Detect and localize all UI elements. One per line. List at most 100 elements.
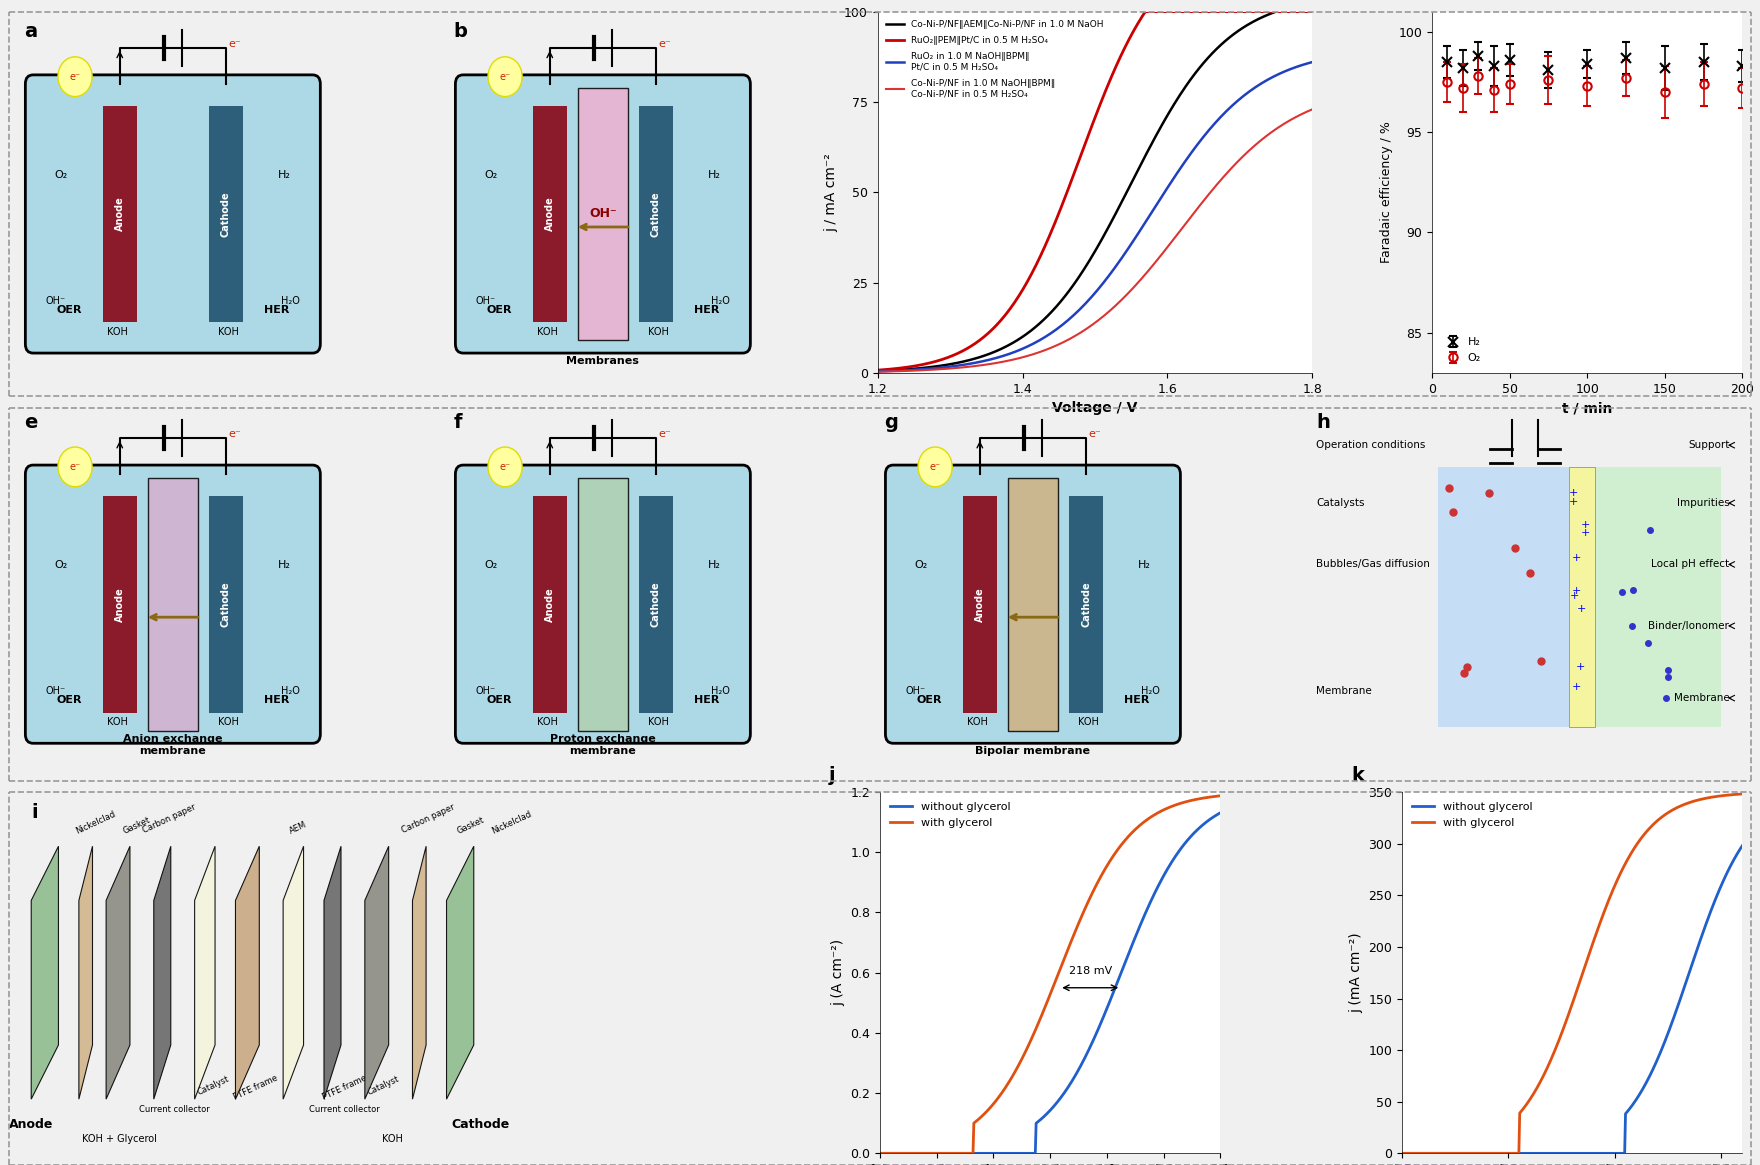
- Co-Ni-P/NF‖AEM‖Co-Ni-P/NF in 1.0 M NaOH: [868, 363, 889, 377]
- FancyBboxPatch shape: [456, 465, 750, 743]
- Text: OER: OER: [488, 305, 512, 316]
- Bar: [963, 496, 996, 713]
- with glycerol: [1637, 824, 1658, 838]
- with glycerol: [1116, 833, 1137, 847]
- Line: with glycerol: with glycerol: [880, 796, 1220, 1153]
- Text: AEM: AEM: [289, 819, 308, 835]
- Legend: without glycerol, with glycerol: without glycerol, with glycerol: [885, 798, 1016, 832]
- Polygon shape: [236, 846, 259, 1099]
- without glycerol: [1605, 1146, 1626, 1160]
- RuO₂‖PEM‖Pt/C in 0.5 M H₂SO₄: [869, 363, 891, 377]
- Text: +: +: [1577, 603, 1586, 614]
- Polygon shape: [32, 846, 58, 1099]
- Text: OER: OER: [488, 696, 512, 705]
- Text: Cathode: Cathode: [222, 191, 231, 236]
- FancyBboxPatch shape: [577, 478, 628, 730]
- Text: Binder/Ionomer: Binder/Ionomer: [1649, 621, 1730, 631]
- Text: e⁻: e⁻: [69, 72, 81, 82]
- Text: Impurities: Impurities: [1677, 497, 1730, 508]
- without glycerol: [1005, 1146, 1026, 1160]
- Co-Ni-P/NF‖AEM‖Co-Ni-P/NF in 1.0 M NaOH: [869, 363, 891, 377]
- Text: b: b: [454, 22, 468, 42]
- without glycerol: [1503, 1146, 1524, 1160]
- Text: a: a: [25, 22, 37, 42]
- Legend: without glycerol, with glycerol: without glycerol, with glycerol: [1408, 798, 1536, 832]
- Bar: [1070, 496, 1104, 713]
- Text: Catalyst: Catalyst: [195, 1074, 231, 1096]
- Text: KOH: KOH: [382, 1134, 403, 1144]
- Text: Gasket: Gasket: [456, 816, 486, 835]
- Text: k: k: [1352, 765, 1364, 785]
- without glycerol: [1732, 839, 1753, 853]
- with glycerol: [869, 1146, 891, 1160]
- with glycerol: [980, 1100, 1001, 1114]
- Co-Ni-P/NF in 1.0 M NaOH‖BPM‖
Co-Ni-P/NF in 0.5 M H₂SO₄: [1302, 103, 1324, 117]
- Text: i: i: [32, 803, 39, 821]
- Text: Membrane: Membrane: [1674, 693, 1730, 704]
- Polygon shape: [106, 846, 130, 1099]
- Text: HER: HER: [264, 305, 289, 316]
- with glycerol: [1526, 1081, 1547, 1095]
- without glycerol: [910, 1146, 931, 1160]
- X-axis label: Voltage / V: Voltage / V: [1052, 401, 1137, 415]
- Text: e⁻: e⁻: [500, 72, 510, 82]
- with glycerol: [1118, 831, 1139, 845]
- Text: Membrane: Membrane: [1316, 686, 1373, 696]
- without glycerol: [1392, 1146, 1413, 1160]
- Text: Anode: Anode: [114, 587, 125, 622]
- Text: KOH: KOH: [107, 716, 127, 727]
- Text: +: +: [1572, 553, 1580, 563]
- RuO₂ in 1.0 M NaOH‖BPM‖
Pt/C in 0.5 M H₂SO₄: [1262, 71, 1283, 85]
- Text: KOH: KOH: [537, 327, 558, 337]
- Polygon shape: [153, 846, 171, 1099]
- Text: Carbon paper: Carbon paper: [400, 803, 456, 835]
- Bar: [104, 496, 137, 713]
- Text: KOH: KOH: [537, 716, 558, 727]
- Text: Bipolar membrane: Bipolar membrane: [975, 746, 1091, 756]
- Text: Cathode: Cathode: [651, 191, 662, 236]
- Text: d: d: [1385, 0, 1399, 5]
- with glycerol: [1209, 789, 1230, 803]
- Polygon shape: [412, 846, 426, 1099]
- Text: Anode: Anode: [546, 197, 554, 232]
- Line: Co-Ni-P/NF‖AEM‖Co-Ni-P/NF in 1.0 M NaOH: Co-Ni-P/NF‖AEM‖Co-Ni-P/NF in 1.0 M NaOH: [878, 12, 1313, 370]
- Text: O₂: O₂: [915, 560, 928, 570]
- Text: e: e: [25, 412, 37, 432]
- Text: OH⁻: OH⁻: [905, 686, 926, 696]
- Text: OH⁻: OH⁻: [475, 296, 496, 305]
- Text: O₂: O₂: [55, 560, 67, 570]
- Text: Cathode: Cathode: [1081, 581, 1091, 627]
- Text: H₂O: H₂O: [711, 296, 730, 305]
- Polygon shape: [364, 846, 389, 1099]
- Text: PTFE frame: PTFE frame: [232, 1074, 280, 1102]
- Text: Proton exchange
membrane: Proton exchange membrane: [551, 734, 656, 756]
- Text: HER: HER: [693, 305, 720, 316]
- Text: Cathode: Cathode: [651, 581, 662, 627]
- FancyBboxPatch shape: [456, 75, 750, 353]
- Text: OH⁻: OH⁻: [475, 686, 496, 696]
- Text: Operation conditions: Operation conditions: [1316, 440, 1426, 450]
- with glycerol: [1605, 876, 1626, 890]
- Bar: [533, 106, 567, 323]
- Text: KOH: KOH: [1079, 716, 1100, 727]
- Text: O₂: O₂: [484, 560, 498, 570]
- Circle shape: [488, 447, 523, 487]
- Text: +: +: [1580, 520, 1589, 530]
- Text: OH⁻: OH⁻: [46, 686, 65, 696]
- with glycerol: [1503, 1146, 1524, 1160]
- Co-Ni-P/NF‖AEM‖Co-Ni-P/NF in 1.0 M NaOH: [1265, 5, 1287, 19]
- without glycerol: [1209, 806, 1230, 820]
- Text: Bubbles/Gas diffusion: Bubbles/Gas diffusion: [1316, 559, 1431, 570]
- Text: Cathode: Cathode: [222, 581, 231, 627]
- Text: OH⁻: OH⁻: [46, 296, 65, 305]
- Text: Current collector: Current collector: [310, 1106, 380, 1115]
- FancyBboxPatch shape: [25, 75, 320, 353]
- Text: Current collector: Current collector: [139, 1106, 209, 1115]
- Y-axis label: j (A cm⁻²): j (A cm⁻²): [831, 939, 845, 1007]
- with glycerol: [1005, 1065, 1026, 1079]
- Circle shape: [58, 447, 92, 487]
- Text: HER: HER: [693, 696, 720, 705]
- Text: f: f: [454, 412, 463, 432]
- Bar: [104, 106, 137, 323]
- Text: h: h: [1316, 412, 1331, 432]
